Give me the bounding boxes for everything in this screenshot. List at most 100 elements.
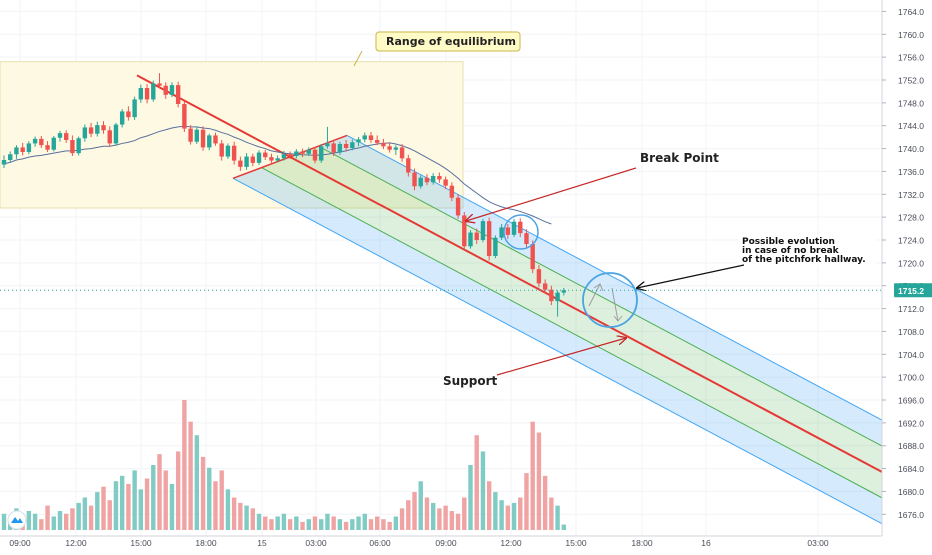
current-price-badge[interactable]	[894, 283, 932, 298]
volume-bar	[107, 500, 112, 530]
pitchfork-median[interactable]	[136, 74, 885, 474]
volume-bar	[387, 521, 392, 530]
candle-up	[281, 150, 287, 161]
candle-down	[88, 122, 94, 138]
up-evolution-arrow	[588, 282, 604, 307]
price-tick-label: 1704.0	[898, 350, 924, 360]
candle-body	[256, 152, 262, 163]
volume-bar	[175, 451, 181, 530]
candle-up	[561, 288, 566, 296]
candle-body	[399, 147, 405, 159]
support-label[interactable]: Support	[443, 374, 498, 388]
price-axis[interactable]: 1764.0 1760.0 1756.0 1752.0 1748.0 1744.0 1740…	[0, 0, 932, 536]
volume-bar	[51, 516, 56, 530]
candle-body	[144, 88, 150, 100]
candle-body	[14, 147, 19, 155]
volume-bar	[443, 505, 448, 530]
candle-body	[511, 221, 517, 235]
evolution-label-line-3[interactable]: of the pitchfork hallway.	[742, 255, 866, 265]
range-of-equilibrium-zone	[0, 61, 464, 209]
time-tick-label: 18:00	[195, 538, 217, 548]
candle-up	[555, 290, 560, 317]
price-tick-label: 1676.0	[898, 510, 924, 520]
candle-up	[362, 132, 367, 143]
pitchfork-upper-inner-rail[interactable]	[318, 145, 885, 448]
current-price-label: 1715.2	[898, 286, 924, 296]
evolution-label-line-2[interactable]: in case of no break	[742, 246, 840, 256]
volume-bar	[350, 519, 355, 530]
candle-body	[412, 172, 417, 187]
annotations[interactable]: Range of equilibrium Break Point Support…	[353, 31, 876, 388]
pitchfork-upper-rail[interactable]	[346, 134, 885, 422]
candle-up	[51, 136, 56, 152]
candle-down	[263, 149, 268, 160]
price-tick-label: 1692.0	[898, 418, 924, 428]
candle-up	[194, 126, 200, 144]
candle-down	[182, 101, 187, 132]
time-tick-label: 03:00	[807, 538, 829, 548]
candle-body	[275, 158, 280, 161]
price-tick-label: 1720.0	[898, 258, 924, 268]
candle-up	[95, 121, 100, 137]
candle-body	[368, 135, 374, 140]
volume-bar	[536, 432, 542, 530]
candle-body	[169, 85, 175, 95]
volume-bar	[194, 435, 200, 530]
range-box	[0, 61, 464, 209]
volume-bar	[256, 513, 262, 530]
volume-bar	[399, 508, 405, 530]
candle-body	[175, 85, 181, 104]
candle-body	[207, 135, 212, 148]
candle-up	[499, 224, 504, 240]
volume-bar	[119, 475, 125, 530]
candle-up	[225, 143, 231, 159]
candle-body	[331, 143, 336, 153]
time-tick-label: 12:00	[500, 538, 522, 548]
highlight-circle-small[interactable]	[503, 214, 539, 250]
time-tick-label: 18:00	[631, 538, 653, 548]
candle-down	[70, 135, 75, 156]
candle-down	[462, 212, 467, 250]
highlight-circle-large[interactable]	[582, 272, 638, 328]
candle-down	[269, 153, 274, 163]
candle-up	[393, 145, 399, 155]
volume-bar	[238, 502, 243, 530]
candle-body	[542, 283, 548, 290]
candle-down	[412, 168, 417, 191]
volume-bar	[275, 516, 280, 530]
pitchfork-lower-inner-rail[interactable]	[261, 167, 885, 500]
volume-bar	[132, 470, 137, 530]
candle-up	[169, 82, 175, 98]
candle-body	[219, 143, 224, 157]
candle-down	[20, 142, 25, 156]
candle-body	[430, 176, 436, 183]
volume-bar	[281, 513, 287, 530]
candle-down	[157, 73, 162, 89]
candle-up	[119, 109, 125, 128]
volume-bar	[499, 500, 504, 530]
volume-bar	[151, 465, 156, 530]
time-tick-label: 09:00	[9, 538, 31, 548]
candle-body	[32, 138, 38, 144]
price-tick-label: 1736.0	[898, 167, 924, 177]
volume-bar	[64, 513, 69, 530]
time-axis[interactable]: 09:00 12:00 15:00 18:00 15 03:00 06:00 09:00 12:…	[0, 535, 882, 550]
candle-body	[468, 232, 473, 247]
candle-body	[406, 158, 411, 173]
range-label-box[interactable]	[375, 31, 521, 52]
candle-down	[312, 146, 318, 164]
volume-bar	[480, 451, 486, 530]
price-tick-label: 1756.0	[898, 53, 924, 63]
candle-up	[468, 230, 473, 249]
break-point-label[interactable]: Break Point	[640, 151, 719, 165]
volume-bar	[511, 502, 517, 530]
price-tick-label: 1764.0	[898, 7, 924, 17]
moving-average	[3, 125, 552, 225]
evolution-label-line-1[interactable]: Possible evolution	[742, 237, 835, 247]
candle-body	[387, 146, 392, 150]
candle-down	[144, 84, 150, 104]
pitchfork-lower-rail[interactable]	[232, 177, 885, 526]
candle-up	[132, 96, 137, 120]
